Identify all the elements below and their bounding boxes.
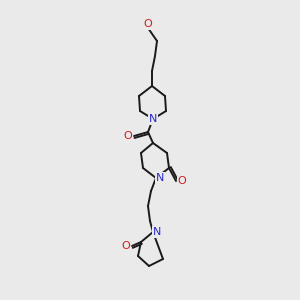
Text: N: N <box>149 114 157 124</box>
Text: O: O <box>124 131 132 141</box>
Text: O: O <box>122 241 130 251</box>
Text: O: O <box>178 176 186 186</box>
Text: N: N <box>156 173 164 183</box>
Text: O: O <box>144 19 152 29</box>
Text: N: N <box>153 227 161 237</box>
